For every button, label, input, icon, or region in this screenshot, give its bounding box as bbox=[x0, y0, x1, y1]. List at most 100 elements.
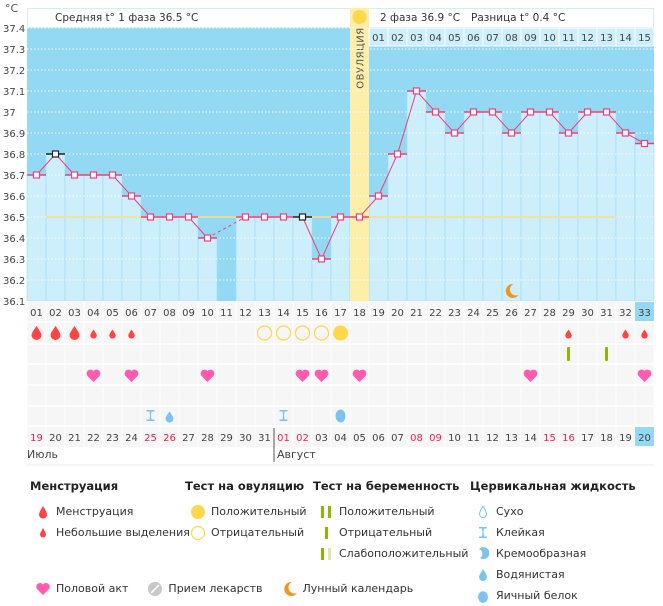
ovulation-negative-icon bbox=[275, 325, 292, 341]
cycle-day-label: 10 bbox=[201, 308, 214, 319]
phase2-day-label: 10 bbox=[543, 33, 556, 44]
date-label: 06 bbox=[372, 433, 385, 444]
phase2-day-label: 05 bbox=[448, 33, 461, 44]
legend-item: Небольшие выделения bbox=[56, 526, 190, 539]
date-label: 14 bbox=[524, 433, 537, 444]
date-label: 02 bbox=[296, 433, 309, 444]
date-label: 19 bbox=[30, 433, 43, 444]
temperature-bar bbox=[45, 153, 66, 302]
date-label: 05 bbox=[353, 433, 366, 444]
circle-filled-icon bbox=[185, 504, 211, 520]
temperature-point bbox=[355, 213, 364, 221]
legend-other: Половой акт Прием лекарств Лунный календ… bbox=[30, 578, 413, 599]
temperature-difference: Разница t° 0.4 °C bbox=[471, 12, 565, 24]
temperature-point bbox=[526, 108, 535, 116]
temperature-point bbox=[602, 108, 611, 116]
sticky-icon bbox=[279, 410, 288, 421]
cycle-day-label: 31 bbox=[600, 308, 613, 319]
cycle-day-label: 20 bbox=[391, 308, 404, 319]
legend-item: Клейкая bbox=[496, 526, 545, 539]
date-label: 30 bbox=[239, 433, 252, 444]
date-label: 18 bbox=[600, 433, 613, 444]
cycle-day-label: 04 bbox=[87, 308, 100, 319]
temperature-line-segment bbox=[302, 216, 322, 260]
cycle-day-label: 22 bbox=[429, 308, 442, 319]
cycle-day-label: 24 bbox=[467, 308, 480, 319]
temperature-point bbox=[184, 213, 193, 221]
drop-icon bbox=[30, 505, 56, 519]
legend-item: Сухо bbox=[496, 505, 524, 518]
cycle-day-label: 19 bbox=[372, 308, 385, 319]
one-line-icon bbox=[313, 526, 339, 540]
legend-item: Лунный календарь bbox=[302, 582, 414, 595]
temperature-bar bbox=[634, 143, 655, 302]
date-label: 15 bbox=[543, 433, 556, 444]
legend-item: Половой акт bbox=[56, 582, 129, 595]
phase2-day-label: 04 bbox=[429, 33, 442, 44]
date-label: 29 bbox=[220, 433, 233, 444]
legend-item: Отрицательный bbox=[339, 526, 433, 539]
phase2-average: 2 фаза 36.9 °C bbox=[380, 12, 460, 24]
cycle-day-label: 23 bbox=[448, 308, 461, 319]
date-label: 11 bbox=[467, 433, 480, 444]
date-label: 08 bbox=[410, 433, 423, 444]
temperature-bar bbox=[596, 111, 617, 302]
date-label: 20 bbox=[49, 433, 62, 444]
cycle-day-label: 21 bbox=[410, 308, 423, 319]
temperature-point bbox=[260, 213, 269, 221]
date-label: 12 bbox=[486, 433, 499, 444]
temperature-point bbox=[488, 108, 497, 116]
unit-label: °C bbox=[5, 2, 19, 15]
heart-icon bbox=[200, 369, 215, 382]
cycle-day-label: 14 bbox=[277, 308, 290, 319]
legend-item: Слабоположительный bbox=[339, 547, 469, 560]
legend-cervical: Цервикальная жидкость Сухо Клейкая Кремо… bbox=[470, 479, 636, 606]
temperature-point bbox=[317, 255, 326, 263]
cycle-day-label: 06 bbox=[125, 308, 138, 319]
temperature-point bbox=[70, 171, 79, 179]
legend-title: Менструация bbox=[30, 479, 119, 493]
cycle-day-label: 18 bbox=[353, 308, 366, 319]
circle-outline-icon bbox=[185, 525, 211, 541]
temperature-point bbox=[146, 213, 155, 221]
two-lines-icon bbox=[313, 505, 339, 519]
spotting-drop-icon bbox=[641, 329, 648, 339]
date-label: 19 bbox=[619, 433, 632, 444]
spotting-drop-icon bbox=[128, 329, 135, 339]
legend-title: Тест на овуляцию bbox=[185, 479, 305, 493]
legend-item: Водянистая bbox=[496, 568, 565, 581]
watery-icon bbox=[470, 568, 496, 581]
temperature-point bbox=[336, 213, 345, 221]
y-tick-label: 36.2 bbox=[3, 276, 25, 287]
phase2-day-label: 09 bbox=[524, 33, 537, 44]
date-label: 25 bbox=[144, 433, 157, 444]
y-tick-label: 36.1 bbox=[3, 297, 25, 308]
pregnancy-negative-icon bbox=[567, 347, 570, 361]
y-tick-label: 37.2 bbox=[3, 66, 25, 77]
cycle-day-label: 08 bbox=[163, 308, 176, 319]
small-drop-icon bbox=[30, 527, 56, 538]
temperature-point bbox=[108, 171, 117, 179]
phase2-day-label: 12 bbox=[581, 33, 594, 44]
temperature-bar bbox=[330, 216, 351, 302]
moon-icon bbox=[277, 581, 303, 597]
cycle-day-label: 17 bbox=[334, 308, 347, 319]
date-label: 13 bbox=[505, 433, 518, 444]
date-label: 26 bbox=[163, 433, 176, 444]
temperature-bar bbox=[64, 174, 85, 302]
pill-icon bbox=[142, 581, 168, 597]
phase2-day-cell bbox=[634, 27, 655, 47]
temperature-point bbox=[374, 192, 383, 200]
creamy-icon bbox=[470, 547, 496, 560]
temperature-bar bbox=[26, 174, 47, 302]
temperature-bar bbox=[368, 195, 389, 302]
cycle-day-label: 11 bbox=[220, 308, 233, 319]
legend-item: Кремообразная bbox=[496, 547, 587, 560]
date-label: 20 bbox=[638, 433, 651, 444]
legend-pregnancy-test: Тест на беременность Положительный Отриц… bbox=[313, 479, 468, 564]
temperature-point bbox=[393, 150, 402, 158]
temperature-bar bbox=[159, 216, 180, 302]
heart-icon bbox=[30, 582, 56, 596]
date-label: 28 bbox=[201, 433, 214, 444]
heart-icon bbox=[314, 369, 329, 382]
